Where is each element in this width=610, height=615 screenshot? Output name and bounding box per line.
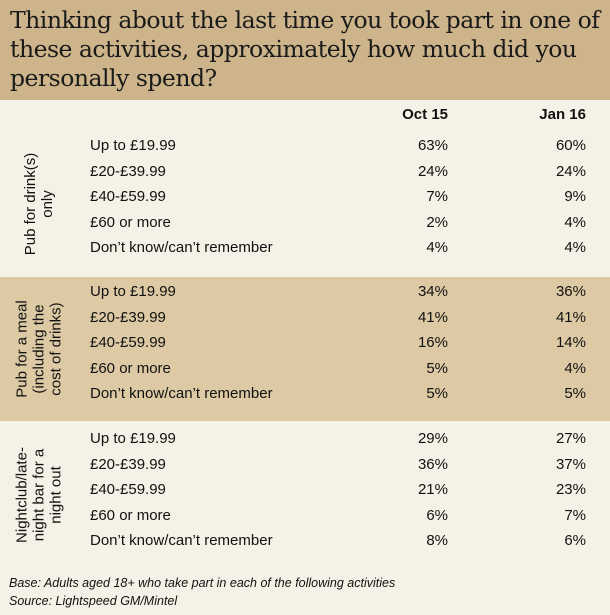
value-jan-16: 60% xyxy=(555,137,586,154)
table-group: Pub for drink(s) only Up to £19.99 63% 60% £… xyxy=(0,131,610,277)
value-jan-16: 27% xyxy=(555,430,586,447)
table-group: Nightclub/late- night bar for a night ou… xyxy=(0,421,610,568)
row-label: Up to £19.99 xyxy=(90,137,176,154)
base-note: Base: Adults aged 18+ who take part in e… xyxy=(9,576,396,590)
value-oct-15: 8% xyxy=(426,532,448,549)
value-oct-15: 4% xyxy=(426,239,448,256)
value-oct-15: 63% xyxy=(417,137,448,154)
table-row: £40-£59.99 21% 23% xyxy=(0,478,610,502)
value-jan-16: 7% xyxy=(564,506,586,524)
value-jan-16: 9% xyxy=(564,188,586,205)
value-jan-16: 4% xyxy=(564,359,586,377)
table-row: Up to £19.99 63% 60% xyxy=(0,134,610,158)
value-oct-15: 5% xyxy=(426,385,448,402)
table-row: £20-£39.99 41% 41% xyxy=(0,306,610,330)
value-jan-16: 41% xyxy=(555,308,586,326)
table-row: Up to £19.99 29% 27% xyxy=(0,427,610,451)
row-label: £60 or more xyxy=(90,359,171,377)
value-oct-15: 36% xyxy=(417,455,448,473)
table-row: Up to £19.99 34% 36% xyxy=(0,280,610,304)
column-header-jan-16: Jan 16 xyxy=(539,106,586,123)
row-label: £40-£59.99 xyxy=(90,334,166,351)
value-oct-15: 34% xyxy=(417,283,448,300)
row-label: £40-£59.99 xyxy=(90,481,166,498)
column-header-oct-15: Oct 15 xyxy=(402,106,448,123)
value-oct-15: 2% xyxy=(426,213,448,231)
value-jan-16: 37% xyxy=(555,455,586,473)
value-jan-16: 36% xyxy=(555,283,586,300)
chart-title: Thinking about the last time you took pa… xyxy=(10,6,600,92)
row-label: £60 or more xyxy=(90,506,171,524)
value-jan-16: 24% xyxy=(555,162,586,180)
value-jan-16: 14% xyxy=(555,334,586,351)
value-jan-16: 5% xyxy=(564,385,586,402)
value-jan-16: 23% xyxy=(555,481,586,498)
table-row: £40-£59.99 7% 9% xyxy=(0,185,610,209)
table-group: Pub for a meal (including the cost of dr… xyxy=(0,277,610,421)
value-oct-15: 29% xyxy=(417,430,448,447)
footer: Base: Adults aged 18+ who take part in e… xyxy=(0,568,610,615)
row-label: Don’t know/can’t remember xyxy=(90,385,273,402)
title-band: Thinking about the last time you took pa… xyxy=(0,0,610,100)
value-jan-16: 4% xyxy=(564,239,586,256)
source-note: Source: Lightspeed GM/Mintel xyxy=(9,594,178,608)
row-label: £20-£39.99 xyxy=(90,455,166,473)
row-label: £20-£39.99 xyxy=(90,162,166,180)
row-label: £60 or more xyxy=(90,213,171,231)
table-row: Don’t know/can’t remember 4% 4% xyxy=(0,236,610,260)
value-oct-15: 41% xyxy=(417,308,448,326)
value-oct-15: 6% xyxy=(426,506,448,524)
value-oct-15: 21% xyxy=(417,481,448,498)
table-row: £60 or more 2% 4% xyxy=(0,211,610,235)
table-row: £60 or more 5% 4% xyxy=(0,357,610,381)
table-row: £60 or more 6% 7% xyxy=(0,504,610,528)
value-oct-15: 7% xyxy=(426,188,448,205)
table-row: £20-£39.99 36% 37% xyxy=(0,453,610,477)
table-row: £20-£39.99 24% 24% xyxy=(0,160,610,184)
table-row: Don’t know/can’t remember 5% 5% xyxy=(0,382,610,406)
row-label: Don’t know/can’t remember xyxy=(90,532,273,549)
table-row: Don’t know/can’t remember 8% 6% xyxy=(0,529,610,553)
row-label: Don’t know/can’t remember xyxy=(90,239,273,256)
row-label: £20-£39.99 xyxy=(90,308,166,326)
value-oct-15: 16% xyxy=(417,334,448,351)
value-jan-16: 4% xyxy=(564,213,586,231)
row-label: Up to £19.99 xyxy=(90,430,176,447)
value-jan-16: 6% xyxy=(564,532,586,549)
value-oct-15: 24% xyxy=(417,162,448,180)
row-label: £40-£59.99 xyxy=(90,188,166,205)
row-label: Up to £19.99 xyxy=(90,283,176,300)
value-oct-15: 5% xyxy=(426,359,448,377)
table-row: £40-£59.99 16% 14% xyxy=(0,331,610,355)
